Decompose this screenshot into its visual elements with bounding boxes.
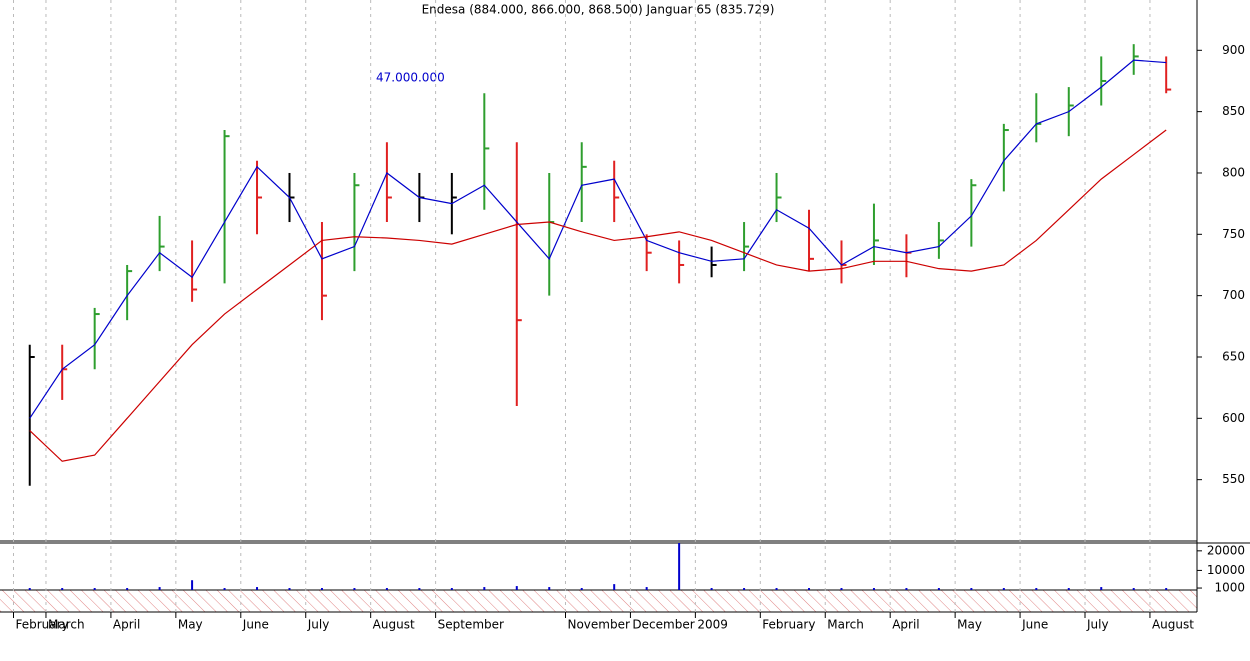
volume-bar (743, 588, 746, 590)
y-tick-label: 850 (1222, 104, 1245, 118)
volume-bar (61, 588, 64, 590)
x-tick-label: February (16, 618, 69, 632)
y-tick-label: 550 (1222, 472, 1245, 486)
y-tick-label: 650 (1222, 349, 1245, 363)
x-tick-label: July (1086, 618, 1109, 632)
x-tick-label: June (1021, 618, 1048, 632)
volume-bar (28, 588, 31, 590)
volume-bar (1067, 588, 1070, 590)
moving-average (29, 129, 1167, 462)
volume-bar (223, 588, 226, 590)
volume-bar (191, 580, 194, 590)
volume-bar (515, 586, 518, 590)
volume-bar (808, 588, 811, 590)
period-strip (0, 590, 1197, 612)
volume-bar (483, 587, 486, 590)
x-tick-label: April (113, 618, 140, 632)
x-tick-label: December (632, 618, 694, 632)
x-tick-label: February (762, 618, 815, 632)
moving-average (29, 59, 1167, 419)
volume-bar (353, 588, 356, 590)
x-tick-label: April (892, 618, 919, 632)
volume-bar (450, 588, 453, 590)
x-tick-label: March (827, 618, 864, 632)
x-tick-label: May (178, 618, 203, 632)
annotation: 47.000.000 (376, 71, 445, 85)
volume-bar (1035, 588, 1038, 590)
volume-bar (905, 588, 908, 590)
volume-bar (970, 588, 973, 590)
volume-bar (645, 587, 648, 590)
volume-bar (256, 587, 259, 590)
x-tick-label: March (48, 618, 85, 632)
volume-bar (418, 588, 421, 590)
x-tick-label: August (373, 618, 415, 632)
volume-bar (1002, 588, 1005, 590)
volume-bar (93, 588, 96, 590)
y-tick-label: 1000 (1214, 581, 1245, 595)
chart-title: Endesa (884.000, 866.000, 868.500) Jangu… (422, 3, 775, 17)
volume-bar (1132, 588, 1135, 590)
volume-bar (580, 588, 583, 590)
y-tick-label: 600 (1222, 411, 1245, 425)
x-tick-label: 2009 (697, 618, 728, 632)
volume-bar (288, 588, 291, 590)
x-tick-label: June (242, 618, 269, 632)
volume-bar (320, 588, 323, 590)
volume-bar (385, 588, 388, 590)
volume-bar (158, 587, 161, 590)
volume-bar (872, 588, 875, 590)
x-tick-label: November (567, 618, 629, 632)
y-tick-label: 900 (1222, 43, 1245, 57)
x-tick-label: May (957, 618, 982, 632)
volume-bar (678, 543, 681, 590)
volume-bar (775, 588, 778, 590)
volume-bar (710, 588, 713, 590)
y-tick-label: 20000 (1207, 543, 1245, 557)
x-tick-label: September (438, 618, 504, 632)
y-tick-label: 800 (1222, 165, 1245, 179)
y-tick-label: 10000 (1207, 563, 1245, 577)
volume-bar (126, 588, 129, 590)
volume-bar (1100, 587, 1103, 590)
volume-bar (840, 588, 843, 590)
volume-bar (1165, 588, 1168, 590)
volume-bar (937, 588, 940, 590)
y-tick-label: 750 (1222, 227, 1245, 241)
x-tick-label: August (1152, 618, 1194, 632)
y-tick-label: 700 (1222, 288, 1245, 302)
volume-bar (613, 584, 616, 590)
volume-bar (548, 587, 551, 590)
x-tick-label: July (307, 618, 330, 632)
